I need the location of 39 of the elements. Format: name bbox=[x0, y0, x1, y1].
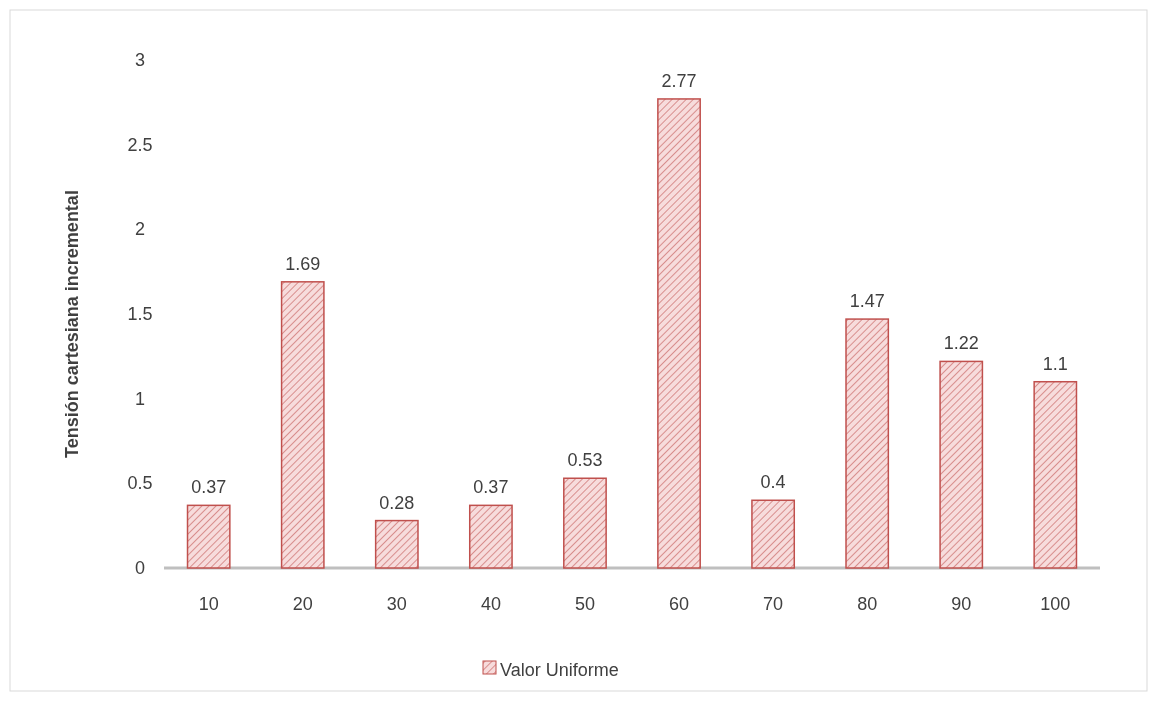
bar bbox=[563, 477, 607, 569]
y-tick-label: 1 bbox=[134, 388, 146, 409]
data-label: 1.1 bbox=[1042, 353, 1068, 374]
y-tick-label: 3 bbox=[134, 50, 146, 70]
data-label: 0.53 bbox=[567, 450, 603, 471]
y-tick-label: 0 bbox=[134, 558, 146, 578]
legend-label: Valor Uniforme bbox=[500, 660, 619, 680]
x-tick-label: 30 bbox=[386, 594, 407, 614]
y-tick-label: 1.5 bbox=[127, 304, 153, 324]
data-label: 0.28 bbox=[379, 492, 415, 513]
x-tick-label: 90 bbox=[951, 594, 972, 614]
data-label: 2.77 bbox=[661, 70, 697, 91]
x-tick-label: 100 bbox=[1040, 594, 1071, 614]
x-tick-label: 70 bbox=[763, 594, 784, 614]
data-label: 1.69 bbox=[285, 253, 321, 274]
data-label: 0.4 bbox=[760, 472, 786, 493]
x-tick-label: 50 bbox=[574, 594, 595, 614]
bar bbox=[845, 318, 890, 569]
x-tick-label: 10 bbox=[198, 594, 219, 614]
bar bbox=[751, 499, 796, 569]
y-axis-title: Tensión cartesiana incremental bbox=[62, 190, 82, 458]
data-label: 1.22 bbox=[943, 333, 979, 354]
bar bbox=[280, 281, 325, 569]
bar bbox=[657, 98, 701, 569]
bar bbox=[1033, 380, 1078, 569]
data-label: 0.37 bbox=[191, 477, 227, 498]
data-label: 1.47 bbox=[849, 291, 885, 312]
bar bbox=[374, 519, 419, 569]
y-tick-label: 0.5 bbox=[127, 473, 153, 494]
y-tick-label: 2 bbox=[134, 219, 146, 240]
x-tick-label: 40 bbox=[480, 594, 501, 614]
bar bbox=[186, 504, 231, 569]
data-label: 0.37 bbox=[473, 477, 509, 498]
bar bbox=[939, 360, 984, 569]
x-tick-label: 60 bbox=[669, 594, 690, 614]
y-tick-label: 2.5 bbox=[127, 134, 153, 155]
x-tick-label: 20 bbox=[292, 594, 313, 614]
bar bbox=[468, 504, 513, 569]
x-tick-label: 80 bbox=[857, 594, 878, 614]
